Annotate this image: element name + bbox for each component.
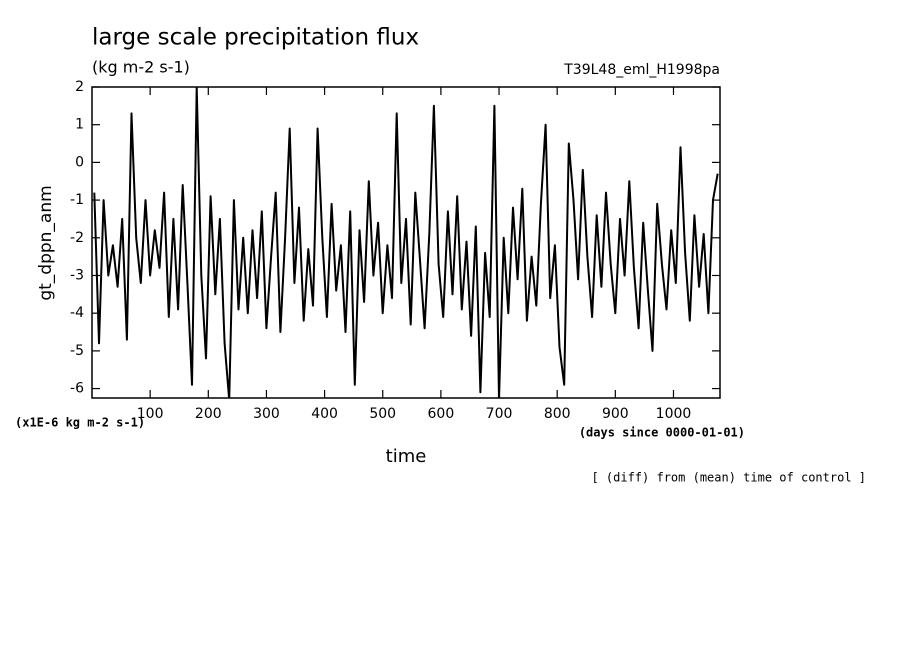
y-axis-label: gt_dppn_anm	[36, 185, 56, 300]
x-tick-label: 900	[602, 406, 629, 422]
x-tick-label: 200	[195, 406, 222, 422]
y-tick-label: 0	[75, 154, 84, 170]
y-tick-label: -3	[70, 267, 84, 283]
y-tick-label: -1	[70, 192, 84, 208]
x-tick-label: 100	[137, 406, 164, 422]
x-unit: (days since 0000-01-01)	[579, 426, 745, 440]
subtitle: (kg m-2 s-1)	[92, 58, 190, 77]
x-tick-label: 300	[253, 406, 280, 422]
note: [ (diff) from (mean) time of control ]	[591, 471, 866, 485]
x-tick-label: 800	[544, 406, 571, 422]
x-tick-label: 400	[311, 406, 338, 422]
run-label: T39L48_eml_H1998pa	[563, 62, 720, 78]
y-tick-label: 2	[75, 79, 84, 95]
y-tick-label: 1	[75, 117, 84, 133]
data-line	[93, 87, 719, 398]
chart-title: large scale precipitation flux	[92, 25, 419, 51]
y-tick-label: -5	[70, 343, 84, 359]
y-unit: (x1E-6 kg m-2 s-1)	[15, 416, 145, 430]
x-tick-label: 1000	[656, 406, 692, 422]
x-tick-label: 700	[486, 406, 513, 422]
x-tick-label: 600	[428, 406, 455, 422]
plot-frame	[91, 86, 721, 399]
y-tick-label: -4	[70, 305, 84, 321]
y-tick-label: -6	[70, 381, 84, 397]
x-axis-label: time	[386, 446, 427, 467]
x-tick-label: 500	[369, 406, 396, 422]
plot-area	[93, 87, 719, 398]
y-tick-label: -2	[70, 230, 84, 246]
